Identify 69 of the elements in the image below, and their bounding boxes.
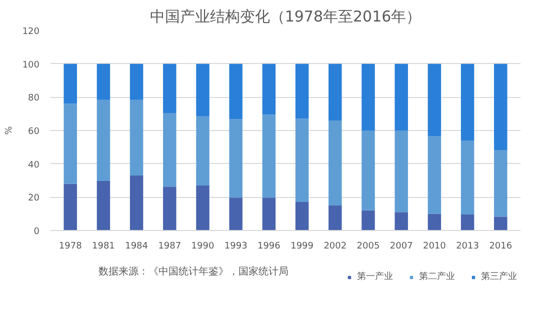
legend-label: 第三产业 <box>481 270 517 283</box>
y-tick-label: 100 <box>22 60 40 70</box>
x-tick-label: 1981 <box>92 242 115 252</box>
legend-label: 第二产业 <box>419 270 455 283</box>
bar <box>196 116 210 186</box>
bar <box>64 64 77 104</box>
y-tick-label: 40 <box>28 160 40 170</box>
y-tick-label: 60 <box>28 127 40 137</box>
y-tick-label: 120 <box>22 27 40 37</box>
bar <box>394 64 408 130</box>
x-tick-label: 1996 <box>258 242 281 252</box>
x-tick-label: 2016 <box>489 242 512 252</box>
bar <box>130 100 144 176</box>
bar <box>64 184 77 230</box>
bar <box>295 64 309 119</box>
bar <box>295 118 309 202</box>
x-tick-label: 2002 <box>324 242 347 252</box>
x-tick-label: 1984 <box>125 242 148 252</box>
bar <box>428 64 442 136</box>
y-tick-label: 0 <box>34 227 40 237</box>
bar <box>460 140 474 214</box>
x-tick-label: 2010 <box>422 242 446 252</box>
bar <box>163 64 176 113</box>
bar <box>163 186 176 230</box>
bar <box>196 64 210 116</box>
bar <box>494 216 508 230</box>
bar <box>229 119 242 198</box>
x-tick-label: 1993 <box>224 242 248 252</box>
bar <box>428 136 442 214</box>
bar <box>362 64 375 130</box>
bar <box>328 206 342 230</box>
source-note: 数据来源：《中国统计年鉴》，国家统计局 <box>98 266 288 278</box>
bar <box>96 64 110 100</box>
y-tick-label: 80 <box>28 94 40 104</box>
bar <box>494 64 508 150</box>
x-tick-label: 2007 <box>390 242 413 252</box>
bar <box>196 186 210 230</box>
bar <box>96 100 110 181</box>
y-tick-label: 20 <box>28 194 40 204</box>
bar <box>394 212 408 230</box>
chart-title: 中国产业结构变化（1978年至2016年） <box>150 8 422 26</box>
bar <box>362 210 375 230</box>
x-tick-label: 2005 <box>356 242 380 252</box>
bar <box>229 198 242 230</box>
bar <box>96 181 110 230</box>
x-tick-label: 2013 <box>456 242 479 252</box>
bar <box>328 120 342 206</box>
x-tick-label: 1978 <box>58 242 82 252</box>
y-axis-title: % <box>4 126 14 135</box>
x-tick-label: 1999 <box>290 242 314 252</box>
bar <box>64 104 77 184</box>
bar <box>295 202 309 230</box>
bar <box>229 64 242 120</box>
bar <box>130 176 144 230</box>
bar <box>130 64 144 100</box>
bar <box>428 214 442 230</box>
x-tick-label: 1990 <box>191 242 214 252</box>
bar <box>460 64 474 140</box>
bar <box>362 130 375 210</box>
bar <box>494 150 508 217</box>
bar <box>262 198 276 230</box>
bar <box>394 130 408 212</box>
bar <box>262 114 276 198</box>
bar <box>262 64 276 115</box>
bar <box>328 64 342 120</box>
legend-label: 第一产业 <box>357 270 393 283</box>
x-tick-label: 1987 <box>158 242 182 252</box>
bar <box>460 214 474 230</box>
bar <box>163 113 176 187</box>
